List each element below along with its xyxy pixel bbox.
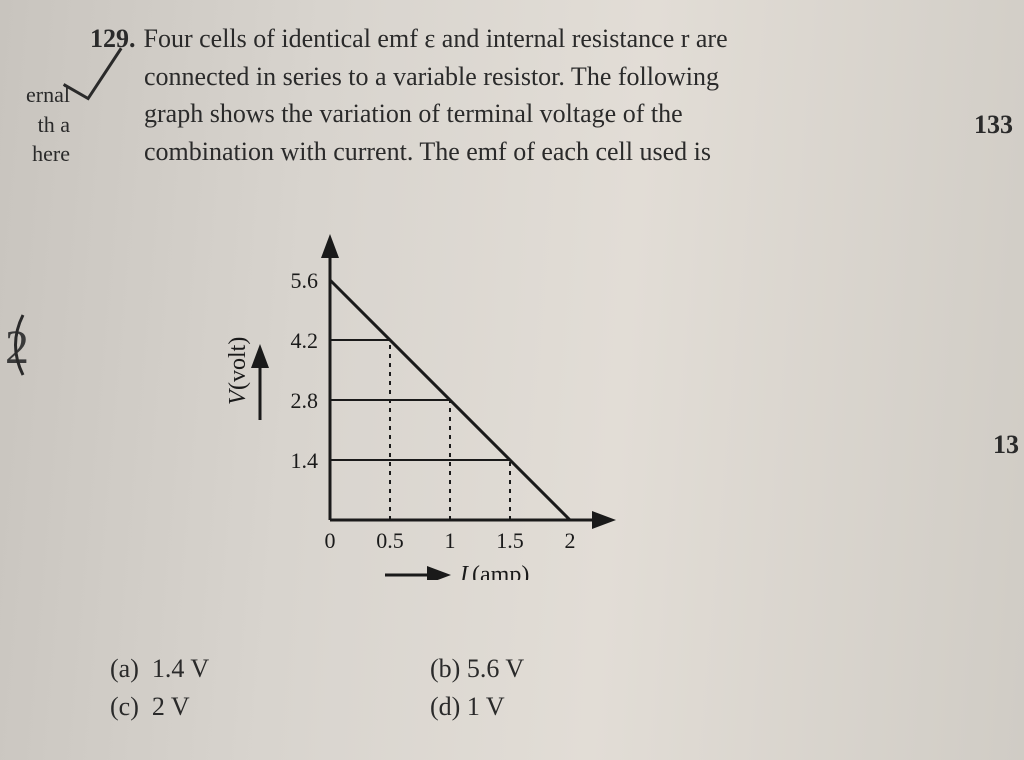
svg-text:0.5: 0.5 — [376, 528, 404, 553]
svg-text:0: 0 — [325, 528, 336, 553]
margin-word: here — [0, 139, 70, 169]
svg-text:2.8: 2.8 — [291, 388, 319, 413]
svg-text:(amp): (amp) — [472, 562, 529, 580]
page-scan: ernal th a here 2 129. Four cells of iden… — [0, 0, 1024, 760]
right-margin-number: 133 — [974, 110, 1024, 140]
question-line: graph shows the variation of terminal vo… — [144, 95, 683, 133]
svg-text:1: 1 — [445, 528, 456, 553]
svg-text:I: I — [459, 562, 469, 580]
svg-text:2: 2 — [565, 528, 576, 553]
answer-options: (a) 1.4 V (b) 5.6 V (c) 2 V (d) 1 V — [110, 650, 750, 725]
voltage-current-graph: 1.42.84.25.600.511.52I(amp)V(volt) — [220, 220, 640, 585]
option-b: (b) 5.6 V — [430, 650, 750, 688]
option-c: (c) 2 V — [110, 688, 430, 726]
left-margin-text: ernal th a here — [0, 80, 70, 169]
svg-text:4.2: 4.2 — [291, 328, 319, 353]
svg-text:1.5: 1.5 — [496, 528, 524, 553]
question-line: connected in series to a variable resist… — [144, 58, 719, 96]
svg-text:5.6: 5.6 — [291, 268, 319, 293]
question-line: combination with current. The emf of eac… — [144, 133, 711, 171]
svg-text:1.4: 1.4 — [291, 448, 319, 473]
margin-word: th a — [0, 110, 70, 140]
bracket-fragment: 2 — [5, 320, 29, 375]
right-margin-number2: 13 — [993, 430, 1019, 460]
svg-text:(volt): (volt) — [225, 337, 251, 390]
option-a: (a) 1.4 V — [110, 650, 430, 688]
question-text: 129. Four cells of identical emf ε and in… — [90, 20, 960, 171]
option-d: (d) 1 V — [430, 688, 750, 726]
question-line: Four cells of identical emf ε and intern… — [144, 24, 728, 53]
graph-svg: 1.42.84.25.600.511.52I(amp)V(volt) — [220, 220, 640, 580]
question-number: 129. — [90, 20, 136, 58]
